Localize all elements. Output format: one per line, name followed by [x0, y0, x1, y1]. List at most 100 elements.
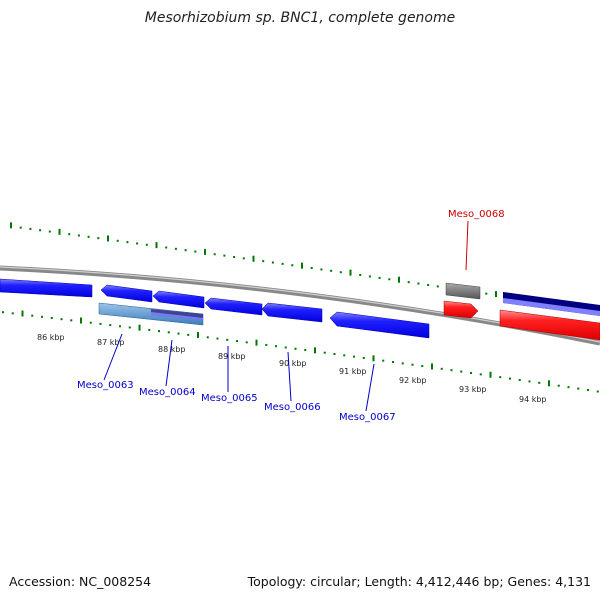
ruler-tick: [294, 347, 297, 350]
cds-arrow-forward[interactable]: [443, 300, 479, 319]
genome-backbone: [0, 265, 600, 346]
ruler-tick: [427, 283, 430, 286]
ruler-tick: [271, 261, 274, 264]
ruler-tick: [596, 390, 599, 393]
cds-arrow-reverse[interactable]: [329, 311, 430, 339]
gene-labels: Meso_0063 Meso_0064 Meso_0065 Meso_0066 Meso…: [77, 209, 505, 423]
cds-arrow-reverse[interactable]: [0, 278, 93, 298]
ruler-tick: [213, 253, 216, 256]
cds-arrow-reverse[interactable]: [100, 284, 153, 303]
ruler-tick: [138, 324, 141, 331]
ruler-tick: [70, 319, 73, 322]
ruler-tick: [107, 235, 109, 242]
ruler-tick: [436, 285, 439, 288]
kbp-label: 87 kbp: [97, 338, 125, 347]
ruler-tick: [89, 321, 92, 324]
ruler-tick: [187, 333, 190, 336]
kbp-label: 88 kbp: [158, 345, 186, 354]
cds-arrow-reverse[interactable]: [152, 290, 205, 309]
feature-gray[interactable]: [445, 282, 481, 300]
cds-arrow-reverse[interactable]: [261, 302, 323, 323]
ruler-tick: [158, 330, 160, 333]
ruler-tick: [128, 326, 131, 329]
ruler-tick: [216, 337, 219, 340]
ruler-tick: [291, 264, 294, 267]
ruler-tick: [411, 363, 414, 366]
gene-label[interactable]: Meso_0064: [139, 387, 196, 398]
ruler-tick: [39, 229, 42, 232]
ruler-tick: [359, 274, 362, 277]
ruler-tick: [499, 376, 502, 379]
ruler-tick: [236, 340, 238, 343]
ruler-tick: [245, 341, 248, 344]
ruler-tick: [68, 233, 71, 236]
ruler-tick: [255, 339, 258, 346]
feature-bar[interactable]: [151, 312, 203, 320]
ruler-tick: [48, 230, 51, 233]
ruler-tick: [281, 262, 284, 265]
feature-lavender[interactable]: [503, 298, 600, 316]
ruler-tick: [21, 310, 24, 317]
ruler-tick: [417, 282, 420, 285]
ruler-tick: [320, 268, 323, 271]
ruler-tick: [177, 332, 180, 335]
ruler-tick: [41, 315, 43, 318]
ruler-tick: [310, 267, 313, 270]
ruler-tick: [226, 338, 229, 341]
gene-label[interactable]: Meso_0066: [264, 402, 321, 413]
ruler-tick: [301, 262, 303, 269]
ruler-tick: [382, 359, 385, 362]
ruler-tick: [440, 367, 443, 370]
ruler-tick: [252, 255, 255, 262]
ruler-tick: [304, 349, 307, 352]
ruler-tick: [407, 281, 410, 284]
ruler-tick: [184, 249, 187, 252]
ruler-tick: [223, 254, 226, 257]
ruler-tick: [194, 250, 197, 253]
ruler-tick: [343, 354, 346, 357]
ruler-tick: [165, 246, 168, 249]
ruler-tick: [242, 257, 245, 260]
ruler-tick: [485, 292, 488, 295]
ruler-tick: [31, 314, 34, 317]
ruler-tick: [80, 317, 82, 324]
ruler-tick: [398, 276, 400, 283]
ruler-tick: [330, 269, 333, 272]
ruler-tick: [333, 352, 336, 355]
ruler-tick: [136, 242, 139, 245]
ruler-tick: [262, 260, 265, 263]
ruler-tick: [119, 325, 121, 328]
accession-label: Accession: NC_008254: [9, 574, 152, 589]
ruler-tick: [557, 384, 560, 387]
ruler-tick: [401, 362, 404, 365]
gene-label[interactable]: Meso_0063: [77, 380, 134, 391]
ruler-tick: [99, 322, 102, 325]
ruler-kbp-labels: 86 kbp 87 kbp 88 kbp 89 kbp 90 kbp 91 kbp 92 k…: [37, 333, 547, 404]
ruler-tick: [87, 235, 90, 238]
topology-label: Topology: circular; Length: 4,412,446 bp…: [247, 574, 591, 589]
ruler-tick: [2, 311, 4, 314]
gene-label[interactable]: Meso_0065: [201, 393, 258, 404]
ruler-tick: [518, 378, 521, 381]
ruler-tick: [174, 247, 177, 250]
ruler-tick: [167, 331, 170, 334]
ruler-tick: [50, 316, 53, 319]
ruler-tick: [368, 275, 371, 278]
ruler-tick: [77, 234, 80, 237]
ruler-tick: [19, 226, 22, 229]
gene-leader-line: [103, 333, 123, 381]
ruler-tick: [489, 371, 492, 378]
ruler-tick: [10, 222, 12, 229]
kbp-label: 93 kbp: [459, 385, 487, 394]
ruler-tick: [314, 347, 316, 354]
gene-leader-line: [165, 339, 173, 387]
gene-leader-line: [465, 220, 469, 271]
cds-arrow-reverse[interactable]: [204, 297, 263, 316]
kbp-label: 86 kbp: [37, 333, 65, 342]
gene-label[interactable]: Meso_0067: [339, 412, 396, 423]
ruler-tick: [538, 381, 541, 384]
ruler-tick: [388, 278, 391, 281]
ruler-tick: [587, 389, 589, 392]
gene-label[interactable]: Meso_0068: [448, 209, 505, 220]
cds-arrow-forward[interactable]: [499, 309, 600, 341]
